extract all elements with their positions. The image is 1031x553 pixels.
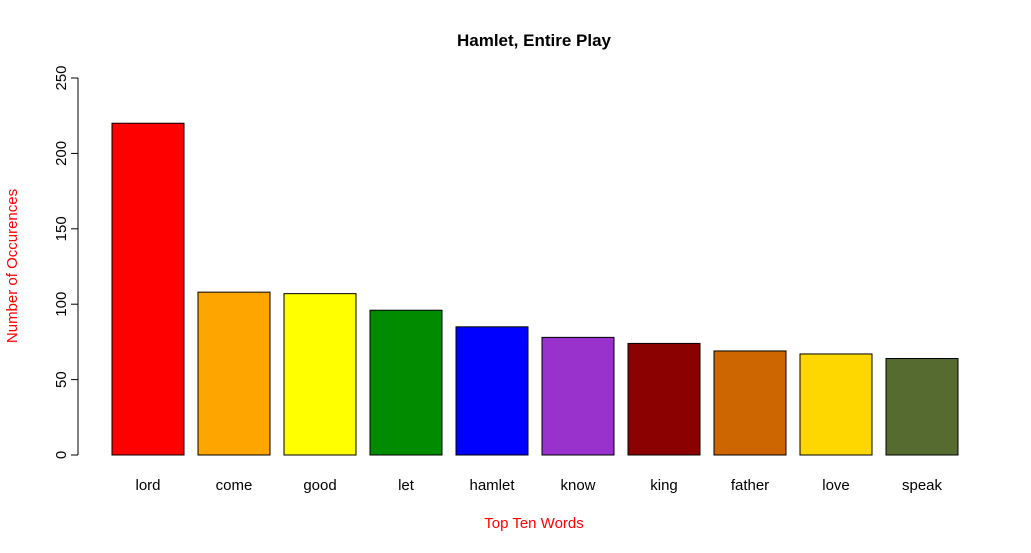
- x-tick-label-lord: lord: [135, 477, 160, 494]
- x-tick-label-love: love: [822, 477, 850, 494]
- bar-know: [541, 336, 615, 456]
- x-tick-label-speak: speak: [902, 477, 943, 494]
- y-axis-label: Number of Occurences: [4, 189, 21, 343]
- x-tick-label-let: let: [398, 477, 415, 494]
- y-tick-label: 100: [53, 292, 70, 317]
- bar-love: [799, 353, 873, 456]
- y-tick-label: 0: [53, 451, 70, 459]
- x-axis-tick-labels: lord come good let hamlet know king father love s…: [135, 477, 942, 494]
- y-tick-label: 50: [53, 371, 70, 388]
- y-tick-label: 150: [53, 216, 70, 241]
- y-axis-ticks: 0 50 100 150 200 250: [53, 65, 78, 459]
- chart-title: Hamlet, Entire Play: [457, 31, 612, 50]
- x-tick-label-know: know: [560, 477, 595, 494]
- bars-group: [111, 122, 959, 456]
- x-tick-label-come: come: [216, 477, 253, 494]
- bar-good: [283, 293, 357, 456]
- bar-speak: [885, 357, 959, 456]
- x-tick-label-father: father: [731, 477, 769, 494]
- bar-father: [713, 350, 787, 456]
- x-tick-label-hamlet: hamlet: [469, 477, 515, 494]
- y-tick-label: 250: [53, 65, 70, 90]
- y-tick-label: 200: [53, 141, 70, 166]
- x-tick-label-king: king: [650, 477, 678, 494]
- bar-hamlet: [455, 326, 529, 456]
- bar-let: [369, 309, 443, 456]
- x-tick-label-good: good: [303, 477, 336, 494]
- bar-lord: [111, 122, 185, 456]
- bar-king: [627, 342, 701, 456]
- x-axis-label: Top Ten Words: [484, 515, 584, 532]
- bar-come: [197, 291, 271, 456]
